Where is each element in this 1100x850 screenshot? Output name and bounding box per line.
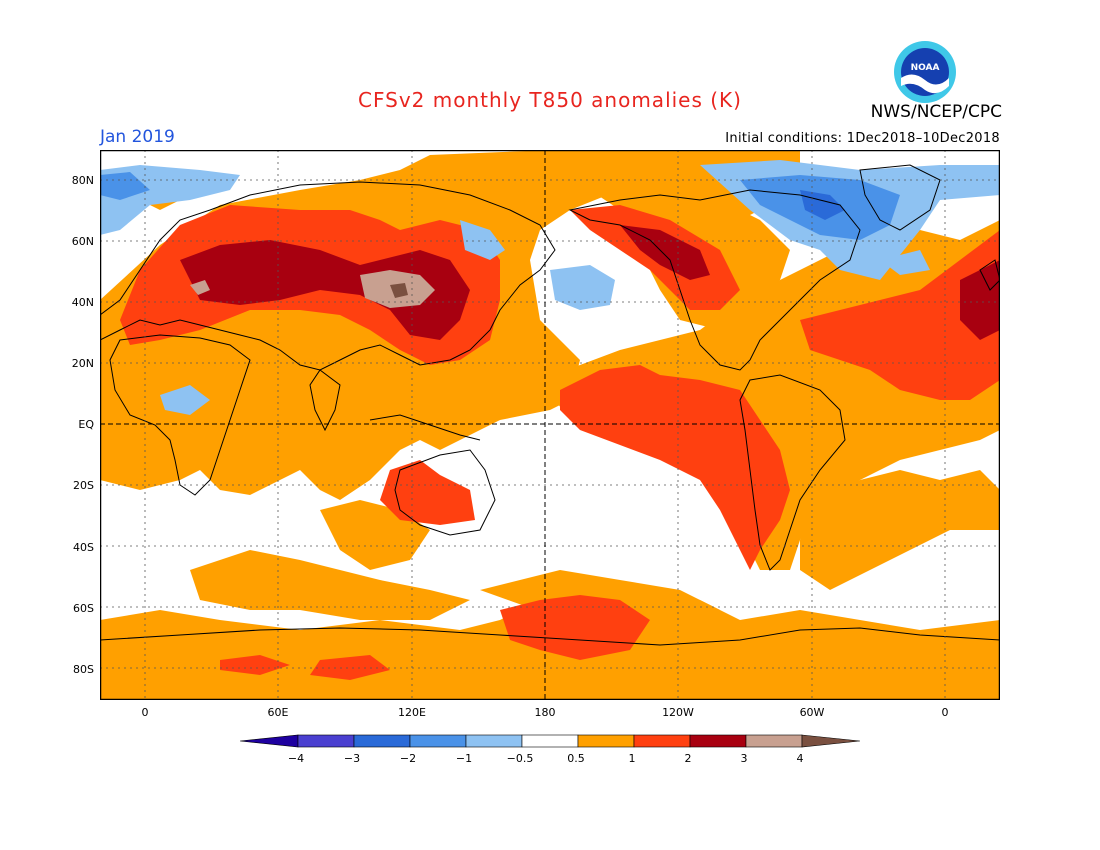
colorbar-segment [801,734,860,748]
colorbar-label-p1: 1 [628,752,636,765]
colorbar-label-m4: −4 [287,752,305,765]
lon-label-0-east: 0 [941,706,949,719]
colorbar-label-m05: −0.5 [506,752,534,765]
colorbar-label-p05: 0.5 [567,752,585,765]
anomaly-fill-darkred [180,225,1000,340]
colorbar-segment [353,734,411,748]
colorbar-segment [521,734,579,748]
colorbar-segment [465,734,523,748]
anomaly-map [100,150,1000,700]
map-frame [100,150,1000,700]
forecast-month: Jan 2019 [100,127,175,147]
colorbar-label-m2: −2 [399,752,417,765]
colorbar-segment [240,734,299,748]
lon-label-120w: 120W [662,706,694,719]
lat-label-60s: 60S [73,602,94,615]
colorbar-segment [409,734,467,748]
lon-label-60w: 60W [799,706,825,719]
colorbar-label-p3: 3 [740,752,748,765]
grid-lines [100,150,1000,700]
colorbar-label-p2: 2 [684,752,692,765]
colorbar-segment [689,734,747,748]
lat-label-80s: 80S [73,663,94,676]
organization-label: NWS/NCEP/CPC [870,102,1002,122]
colorbar-label-p4: 4 [796,752,804,765]
colorbar-label-m3: −3 [343,752,361,765]
equator-dateline [100,150,1000,700]
colorbar-segment [297,734,355,748]
colorbar-segment [745,734,803,748]
chart-title: CFSv2 monthly T850 anomalies (K) [358,88,742,112]
lon-label-0: 0 [141,706,149,719]
svg-text:NOAA: NOAA [911,63,940,73]
colorbar-segment [577,734,635,748]
lon-label-60e: 60E [267,706,289,719]
colorbar [240,734,860,748]
colorbar-segment [633,734,691,748]
lon-label-120e: 120E [398,706,426,719]
lat-label-80n: 80N [71,174,94,187]
lat-label-40s: 40S [73,541,94,554]
lon-label-180: 180 [534,706,556,719]
noaa-logo: NOAA [894,41,956,103]
continent-outlines [100,164,1000,646]
lat-label-20n: 20N [71,357,94,370]
lat-label-60n: 60N [71,235,94,248]
lat-label-40n: 40N [71,296,94,309]
lat-label-20s: 20S [73,479,94,492]
anomaly-fill-brown [390,283,408,298]
lat-label-eq: EQ [78,418,94,431]
colorbar-label-m1: −1 [455,752,473,765]
initial-conditions: Initial conditions: 1Dec2018–10Dec2018 [725,131,1000,146]
